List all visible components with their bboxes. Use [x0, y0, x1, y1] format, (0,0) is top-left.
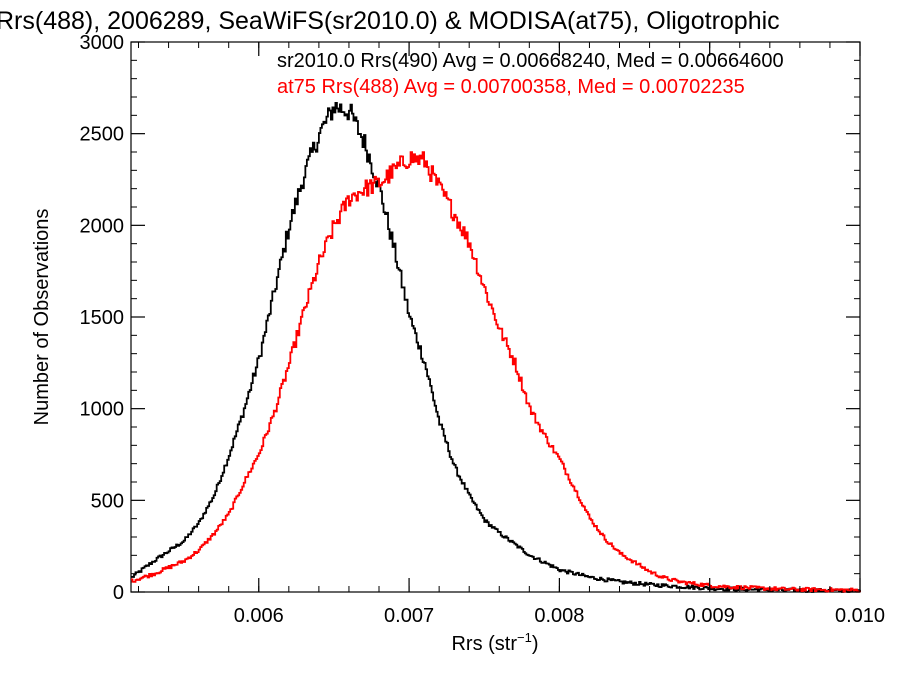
- y-axis: 0 500 1000 1500 2000 2500 3000: [80, 32, 860, 604]
- legend-entry-at75: at75 Rrs(488) Avg = 0.00700358, Med = 0.…: [277, 76, 745, 98]
- legend-entry-sr2010: sr2010.0 Rrs(490) Avg = 0.00668240, Med …: [277, 50, 784, 72]
- x-tick-label: 0.006: [234, 605, 284, 627]
- series-line-at75: [131, 151, 861, 593]
- x-axis: 0.006 0.007 0.008 0.009 0.010: [138, 42, 885, 627]
- y-tick-label: 2500: [80, 124, 125, 146]
- legend: sr2010.0 Rrs(490) Avg = 0.00668240, Med …: [277, 50, 784, 98]
- y-tick-label: 1000: [80, 399, 125, 421]
- chart-title: Rrs(488), 2006289, SeaWiFS(sr2010.0) & M…: [0, 7, 780, 35]
- series-layer: [131, 101, 861, 593]
- x-tick-label: 0.008: [534, 605, 584, 627]
- x-tick-label: 0.010: [835, 605, 885, 627]
- y-tick-label: 2000: [80, 215, 125, 237]
- y-tick-label: 1500: [80, 307, 125, 329]
- series-line-sr2010: [131, 101, 861, 593]
- x-tick-label: 0.007: [384, 605, 434, 627]
- x-tick-label: 0.009: [685, 605, 735, 627]
- y-tick-label: 500: [91, 490, 124, 512]
- x-axis-label-superscript: −1: [517, 630, 532, 645]
- y-axis-label: Number of Observations: [31, 209, 53, 426]
- y-tick-label: 3000: [80, 32, 125, 54]
- x-axis-label: Rrs (str−1): [451, 630, 538, 655]
- y-tick-label: 0: [113, 582, 124, 604]
